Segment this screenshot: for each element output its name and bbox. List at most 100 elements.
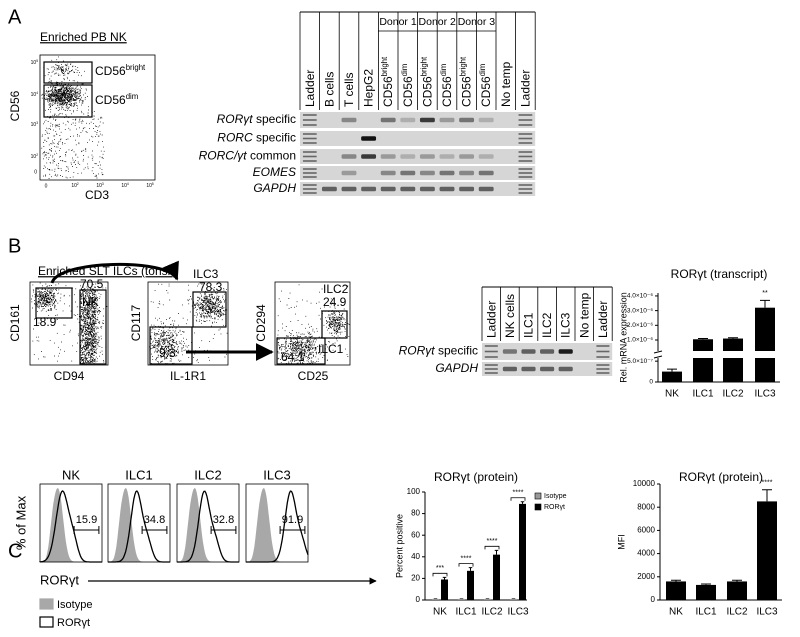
gel-row-label: RORγt specific — [399, 344, 478, 358]
plot-frame — [39, 483, 103, 563]
legend-swatch — [534, 503, 542, 511]
bar — [519, 503, 526, 600]
text-part: CD56 — [95, 93, 126, 107]
superscript: 2 — [77, 182, 79, 186]
gel-band — [478, 170, 494, 176]
lane-label: T cells — [342, 73, 356, 107]
axis-label: CD161 — [8, 304, 22, 342]
gel-band — [341, 186, 357, 192]
y-axis-label: Rel. mRNA expression — [618, 292, 628, 383]
x-tick-label: ILC2 — [722, 389, 744, 400]
superscript: dim — [439, 64, 448, 77]
text-part: specific — [253, 112, 296, 126]
error-bar — [762, 489, 772, 502]
superscript: bright — [380, 56, 389, 76]
ladder-band — [518, 119, 533, 121]
bar — [755, 307, 775, 382]
text-part: specific — [435, 344, 478, 358]
y-tick-label: 10000 — [633, 479, 656, 488]
x-tick-label: ILC3 — [756, 607, 778, 618]
text-part: 10 — [31, 92, 37, 98]
text-part: ILC1 — [522, 312, 536, 338]
donor-label: Donor 2 — [419, 16, 457, 28]
panel-label: C — [8, 540, 22, 562]
legend-swatch — [39, 598, 54, 610]
tick-label: 104 — [31, 91, 39, 98]
error-bar — [760, 299, 770, 308]
text-part: No temp — [577, 292, 591, 338]
superscript: dim — [126, 92, 139, 101]
y-tick-label: 3.0×10⁻⁶ — [627, 307, 653, 314]
ladder-band — [518, 124, 533, 126]
significance: ** — [762, 290, 768, 297]
lane-label: No temp — [499, 61, 513, 107]
text-part: Ladder — [519, 70, 533, 107]
bar — [693, 339, 713, 382]
text-part: CD56 — [401, 76, 415, 107]
text-part: 10 — [31, 122, 37, 128]
plot-frame — [29, 281, 109, 366]
x-tick-label: ILC1 — [695, 607, 717, 618]
lane-label: No temp — [577, 292, 591, 338]
ladder-band — [518, 114, 533, 116]
lane-label: HepG2 — [362, 69, 376, 107]
gel-strip — [300, 112, 536, 128]
x-tick-label: NK — [433, 607, 447, 618]
superscript: 5 — [36, 59, 38, 63]
plot-title: Enriched SLT ILCs (tonsil) — [38, 264, 177, 278]
lane-label: CD56bright — [458, 56, 474, 107]
gel-band — [558, 366, 573, 372]
tick-label: 105 — [146, 182, 154, 189]
gate — [321, 310, 348, 339]
gate — [35, 287, 73, 319]
superscript: dim — [478, 64, 487, 77]
significance: **** — [762, 480, 773, 487]
bar — [458, 598, 465, 600]
text-part: RORC/γt — [199, 149, 248, 163]
superscript: 3 — [36, 121, 38, 125]
superscript: 4 — [36, 91, 38, 95]
gel-band — [361, 186, 377, 192]
tick-label: 0 — [45, 183, 48, 189]
bar — [484, 598, 491, 600]
text-part: EOMES — [253, 165, 296, 179]
axis-label: CD3 — [85, 188, 109, 202]
axis-label: CD25 — [298, 369, 329, 383]
scatter-dots — [149, 283, 228, 365]
y-tick-label: 8000 — [637, 502, 655, 511]
ladder-band — [484, 350, 498, 353]
legend-label: RORγt — [57, 617, 90, 629]
chart-title: RORγt (protein) — [679, 470, 763, 484]
bar — [666, 581, 686, 600]
axis-label: CD56 — [8, 90, 22, 121]
y-tick-label: 0 — [651, 595, 656, 604]
donor-label: Donor 3 — [458, 16, 496, 28]
gel-band — [400, 186, 416, 192]
bar — [727, 581, 747, 600]
plot-frame — [147, 281, 229, 366]
error-bar — [701, 583, 711, 585]
ladder-band — [518, 168, 533, 170]
axis-label: RORγt — [40, 572, 79, 587]
gel-band — [419, 117, 435, 123]
text-part: No temp — [499, 61, 513, 107]
x-tick-label: ILC3 — [754, 389, 776, 400]
gate-label: CD56dim — [95, 92, 138, 108]
ladder-band — [518, 133, 533, 135]
gate — [43, 84, 93, 118]
error-bar — [728, 337, 738, 339]
ladder-band — [596, 356, 610, 358]
plot-frame — [274, 281, 351, 366]
ladder-band — [302, 124, 317, 126]
text-part: Ladder — [303, 70, 317, 107]
axis-break-gap — [654, 351, 782, 358]
y-tick-label: 80 — [411, 509, 420, 518]
chart-title: RORγt (transcript) — [671, 267, 768, 281]
legend-swatch — [534, 492, 542, 500]
x-tick-label: ILC1 — [692, 389, 714, 400]
donor-label: Donor 1 — [379, 16, 417, 28]
gate-value: 18.9 — [33, 315, 57, 329]
text-part: RORC — [217, 131, 253, 145]
gate — [192, 291, 227, 328]
y-tick-label: 2000 — [637, 572, 655, 581]
